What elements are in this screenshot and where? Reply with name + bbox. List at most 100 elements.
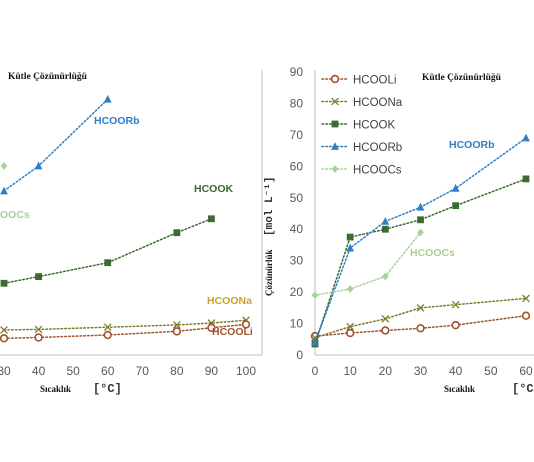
right-x-tick-label: 40: [449, 364, 463, 378]
left-x-tick-label: 60: [101, 364, 115, 378]
right-point-hcook: [522, 175, 530, 183]
left-x-axis-unit: [°C]: [93, 382, 122, 396]
left-series-hcoorb: [0, 94, 112, 195]
left-label-hcoocs: OOCs: [0, 209, 30, 221]
right-x-tick-label: 0: [312, 364, 319, 378]
right-series-hcoona: [311, 294, 530, 342]
left-point-hcooli: [34, 333, 43, 342]
left-label-hcoorb: HCOORb: [94, 115, 140, 127]
right-line-hcook: [314, 178, 527, 345]
right-series-hcooli: [310, 311, 531, 341]
right-legend-label-hcoorb: HCOORb: [353, 142, 402, 154]
right-legend-marker-hcoocs: [331, 165, 339, 173]
left-point-hcoorb: [103, 94, 112, 103]
left-point-hcoorb: [0, 186, 8, 195]
left-x-tick-label: 70: [136, 364, 150, 378]
right-x-tick-label: 50: [484, 364, 498, 378]
right-x-tick-label: 20: [379, 364, 393, 378]
right-point-hcooli: [416, 324, 425, 333]
right-legend-marker-hcoorb: [331, 142, 339, 150]
right-point-hcoona: [451, 300, 460, 309]
right-x-tick-label: 60: [519, 364, 533, 378]
left-point-hcooli: [0, 334, 9, 343]
right-chart-title: Kütle Çözünürlüğü: [422, 73, 502, 83]
right-y-tick-label: 10: [290, 317, 304, 331]
right-legend-item-hcoocs: HCOOCs: [321, 165, 402, 177]
right-point-hcoona: [416, 303, 425, 312]
right-y-tick-label: 80: [290, 96, 304, 110]
left-series-hcoona: [0, 316, 250, 334]
right-point-hcook: [417, 216, 424, 224]
left-point-hcoona: [103, 323, 112, 332]
left-x-tick-label: 100: [236, 364, 256, 378]
right-point-hcoorb: [451, 183, 460, 192]
right-y-tick-label: 60: [290, 159, 304, 173]
left-point-hcooli: [241, 320, 251, 329]
right-x-axis-unit: [°C]: [512, 382, 534, 396]
right-point-hcoorb: [522, 133, 530, 142]
left-label-hcooli: HCOOLi: [212, 326, 253, 338]
left-point-hcook: [173, 229, 181, 237]
left-label-hcook: HCOOK: [194, 183, 234, 195]
right-y-tick-label: 30: [290, 254, 304, 268]
left-label-hcoona: HCOONa: [207, 295, 252, 307]
right-point-hcooli: [451, 320, 460, 330]
left-point-hcoona: [34, 325, 43, 334]
left-line-hcook: [3, 218, 213, 285]
right-legend-label-hcoocs: HCOOCs: [353, 165, 402, 177]
right-point-hcoorb: [381, 216, 390, 225]
right-point-hcook: [346, 233, 354, 241]
right-series: [310, 133, 531, 348]
left-point-hcook: [104, 259, 112, 267]
right-chart: Kütle Çözünürlüğü Sıcaklık [°C] Çözünürl…: [264, 65, 534, 396]
right-legend-marker-hcooli: [330, 74, 340, 84]
left-x-axis-label: Sıcaklık: [40, 384, 71, 394]
left-x-tick-label: 50: [66, 364, 80, 378]
right-label-hcoocs: HCOOCs: [410, 247, 455, 259]
left-point-hcoorb: [34, 161, 43, 170]
right-y-tick-label: 70: [290, 128, 304, 142]
right-series-hcoorb: [311, 133, 530, 346]
right-y-tick-label: 40: [290, 222, 304, 236]
left-point-hcooli: [172, 327, 182, 336]
right-line-hcoorb: [314, 137, 527, 344]
left-series-hcooli: [0, 320, 251, 343]
right-x-ticks: 0 10 20 30 40 50 60: [312, 364, 533, 378]
left-x-ticks: 30 40 50 60 70 80 90 100: [0, 364, 256, 378]
right-line-hcoocs: [314, 231, 422, 297]
right-legend-item-hcoona: HCOONa: [321, 97, 403, 109]
left-x-tick-label: 90: [205, 364, 219, 378]
right-point-hcoocs: [381, 272, 389, 281]
left-point-hcook: [208, 215, 215, 223]
right-y-tick-label: 90: [290, 65, 304, 79]
right-label-hcoorb: HCOORb: [449, 139, 495, 151]
left-line-hcooli: [3, 323, 247, 340]
left-x-tick-label: 30: [0, 364, 11, 378]
right-line-hcoona: [314, 297, 527, 339]
right-legend-label-hcook: HCOOK: [353, 120, 396, 132]
right-point-hcook: [381, 225, 389, 233]
right-point-hcoocs: [417, 228, 424, 237]
right-point-hcooli: [521, 311, 531, 320]
right-point-hcoorb: [346, 243, 355, 252]
right-x-axis-label: Sıcaklık: [444, 384, 475, 394]
right-legend-label-hcooli: HCOOLi: [353, 75, 396, 87]
right-point-hcoona: [522, 294, 530, 303]
left-point-hcoona: [0, 326, 8, 334]
left-chart-title: Kütle Çözünürlüğü: [8, 72, 88, 82]
right-legend-marker-hcook: [331, 120, 339, 128]
right-y-axis-unit: [mol L⁻¹]: [264, 177, 276, 236]
left-series: [0, 94, 251, 343]
right-point-hcoorb: [311, 338, 319, 346]
right-point-hcoona: [381, 314, 390, 323]
right-legend-item-hcoorb: HCOORb: [321, 142, 402, 154]
right-point-hcooli: [345, 328, 355, 338]
left-point-hcooli: [207, 323, 216, 332]
left-chart: Kütle Çözünürlüğü Sıcaklık [°C] 30 40 50 60…: [0, 70, 263, 396]
right-point-hcoorb: [416, 202, 425, 211]
left-series-hcook: [0, 215, 215, 287]
right-legend-marker-hcoona: [331, 97, 339, 106]
right-point-hcooli: [381, 326, 390, 335]
left-point-hcoocs: [0, 162, 8, 170]
